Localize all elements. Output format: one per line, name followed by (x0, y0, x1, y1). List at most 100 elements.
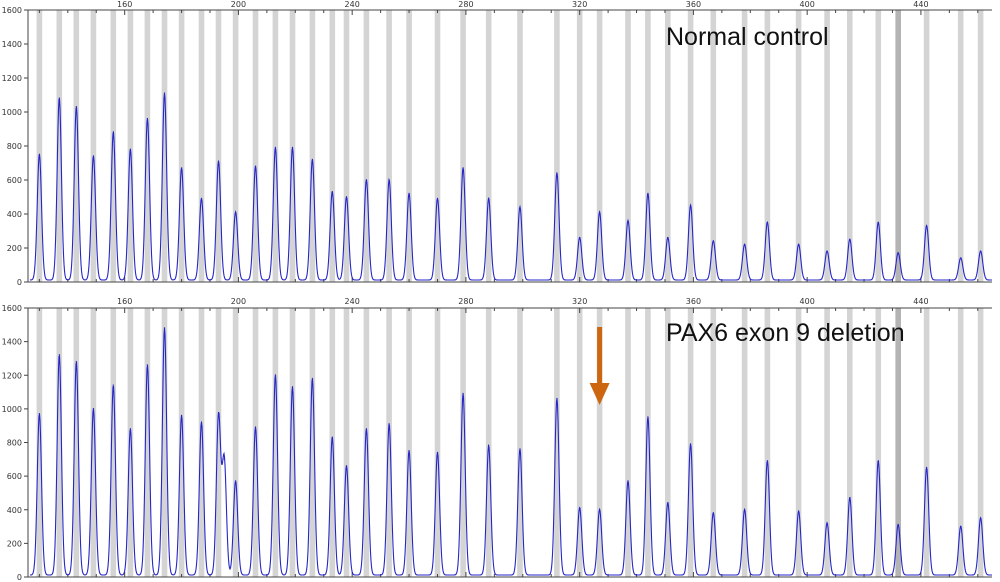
peak-point (766, 221, 769, 223)
x-tick-label: 320 (572, 0, 587, 9)
peak-point (223, 458, 225, 460)
probe-bin (329, 10, 336, 282)
x-tick-label: 400 (800, 297, 815, 306)
y-tick-label: 800 (7, 142, 22, 151)
peak-point (556, 172, 558, 174)
y-tick-label: 200 (7, 539, 22, 548)
probe-bin (824, 10, 830, 282)
probe-bin (127, 308, 134, 577)
probe-bin (460, 308, 466, 577)
probe-bin (687, 10, 694, 282)
peak-point (291, 386, 294, 388)
probe-bin (460, 10, 466, 282)
peak-point (388, 423, 390, 425)
peak-point (462, 392, 464, 394)
peak-point (163, 92, 166, 94)
peak-point (408, 192, 410, 194)
probe-bin (957, 10, 964, 282)
probe-bin (957, 308, 964, 577)
probe-bin (741, 10, 748, 282)
probe-bin (645, 308, 651, 577)
probe-bin (343, 308, 350, 577)
peak-point (690, 204, 692, 206)
peak-point (627, 480, 629, 482)
probe-bin (875, 308, 882, 577)
x-tick-label: 200 (231, 0, 246, 9)
peak-point (311, 158, 313, 160)
probe-bin (232, 308, 239, 577)
panel-title: PAX6 exon 9 deletion (666, 319, 905, 347)
peak-point (826, 522, 828, 524)
peak-point (798, 243, 800, 245)
probe-bin (127, 10, 134, 282)
probe-bin (596, 10, 603, 282)
peak-point (579, 507, 581, 509)
peak-point (181, 414, 183, 416)
y-tick-label: 1600 (2, 304, 22, 313)
x-tick-label: 160 (117, 297, 132, 306)
probe-bin (90, 10, 97, 282)
probe-bin (665, 10, 671, 282)
probe-bins (36, 10, 984, 282)
peak-point (849, 497, 851, 499)
peak-point (75, 360, 77, 363)
y-tick-label: 600 (7, 176, 22, 185)
probe-bin (875, 10, 882, 282)
probe-bin (741, 308, 748, 577)
probe-bin (73, 10, 80, 282)
x-tick-label: 440 (913, 297, 928, 306)
peak-point (291, 146, 294, 148)
peak-point (58, 354, 60, 356)
probe-bin (625, 308, 631, 577)
peak-point (647, 192, 649, 194)
probe-bin (847, 308, 853, 577)
peak-point (488, 444, 490, 447)
probe-bin (596, 308, 603, 577)
peak-point (488, 197, 490, 199)
probe-bin (764, 308, 771, 577)
peak-point (766, 460, 769, 462)
peak-point (92, 155, 94, 157)
probe-bin (110, 10, 117, 282)
probe-bin (847, 10, 853, 282)
probe-bin (215, 10, 222, 282)
probe-bin (198, 10, 205, 282)
peak-point (849, 238, 851, 240)
probe-bin (824, 308, 830, 577)
probe-bin (272, 10, 279, 282)
peak-point (254, 426, 257, 428)
peak-point (798, 510, 800, 512)
peak-point (980, 517, 982, 519)
x-tick-label: 360 (686, 297, 701, 306)
arrow-head (589, 383, 610, 405)
y-tick-label: 600 (7, 472, 22, 481)
probe-bin (576, 308, 583, 577)
x-tick-label: 280 (458, 0, 473, 9)
probe-bin (363, 308, 370, 577)
probe-bin (343, 10, 350, 282)
y-tick-label: 400 (7, 210, 22, 219)
peak-point (38, 153, 41, 155)
axes: 0 200 400 600 800 1000 1200 1400 1600 160 200 240 28… (2, 0, 992, 287)
peak-point (38, 413, 41, 415)
y-tick-label: 1400 (2, 338, 22, 347)
peak-point (877, 460, 879, 462)
probe-bin (687, 308, 694, 577)
peak-point (690, 443, 692, 445)
y-tick-label: 0 (17, 573, 22, 582)
peak-point (217, 414, 220, 416)
peak-markers (38, 92, 982, 259)
probe-bin (795, 10, 802, 282)
probe-bin (252, 10, 259, 282)
peak-point (163, 327, 166, 329)
probe-bin (252, 308, 259, 577)
probe-bin (56, 308, 63, 577)
peak-point (897, 523, 899, 526)
x-tick-label: 280 (458, 297, 473, 306)
peak-point (200, 421, 203, 423)
probe-bin (895, 10, 901, 282)
probe-bin (386, 10, 392, 282)
peak-point (744, 243, 746, 245)
probe-bin (198, 308, 205, 577)
probe-bin (289, 10, 296, 282)
